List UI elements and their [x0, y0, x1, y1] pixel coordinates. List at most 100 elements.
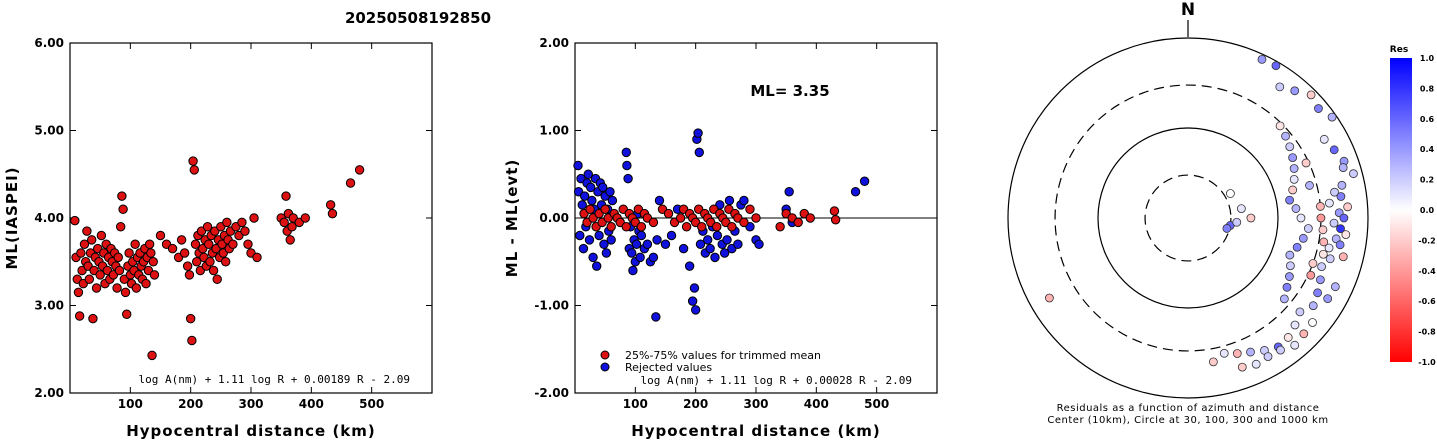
residual-point [1281, 131, 1290, 141]
plot0-point [208, 265, 219, 276]
plot2-x-label: Hypocentral distance (km) [631, 422, 881, 440]
plot0-point [354, 165, 365, 175]
residual-point [1314, 104, 1323, 113]
colorbar-ticks: 1.0 0.8 0.6 0.4 0.2 0.0 -0.2 -0.4 -0.6 -0.8 -1.0 [1418, 54, 1436, 367]
colorbar-tick-label: -0.4 [1418, 267, 1436, 276]
plot0-point [205, 257, 215, 267]
legend-rejected-label: Rejected values [625, 361, 712, 374]
residual-point [1325, 254, 1335, 264]
plot0-point [176, 235, 187, 245]
residual-point [1323, 294, 1333, 304]
plot1-point [675, 213, 686, 223]
plot2-y-label: ML - ML(evt) [503, 159, 521, 277]
azimuth-residual-panel: N Residuals as a function of azimuth and… [1007, 0, 1369, 426]
residual-point [1316, 202, 1325, 211]
distance-rings [1007, 37, 1369, 399]
residual-point [1298, 233, 1308, 243]
residual-point [1289, 174, 1299, 184]
plot0-y-tick-label: 5.00 [34, 124, 64, 138]
residual-point [1296, 213, 1306, 223]
plot0-point [155, 230, 166, 241]
plot1-point [694, 147, 704, 158]
plot1-point [583, 169, 593, 179]
plot1-x-tick-label: 500 [864, 397, 889, 411]
plot0-point [243, 239, 253, 249]
plot0-x-tick-label: 300 [238, 397, 263, 411]
plot0-point [228, 239, 238, 249]
residual-point [1313, 288, 1322, 298]
plot0-point [149, 270, 160, 280]
plot0-point [144, 239, 155, 249]
residual-point [1335, 240, 1345, 250]
plot1-ticks: 100 200 300 400 500 2.00 3.00 4.00 5.00 6.00 [34, 36, 432, 411]
plot0-y-tick-label: 2.00 [34, 386, 64, 400]
plot1-point [693, 128, 703, 138]
residual-point [1305, 181, 1314, 190]
plot1-point [607, 195, 618, 206]
plot1-point [712, 230, 723, 241]
plot0-point [114, 265, 125, 276]
plot1-y-label: ML(IASPEI) [3, 166, 21, 269]
plot0-point [70, 215, 80, 226]
plot1-point [599, 239, 609, 249]
residual-point [1285, 250, 1295, 260]
plot1-point [695, 239, 706, 249]
residual-point [1237, 362, 1247, 372]
residual-point [1329, 218, 1339, 228]
plot0-point [327, 208, 338, 219]
plot1-point [775, 222, 785, 232]
plot1-point [705, 243, 715, 254]
plot0-point [252, 252, 262, 263]
colorbar-tick-label: 0.8 [1420, 84, 1435, 93]
plot1-point [703, 235, 713, 245]
plot0-point [95, 270, 105, 280]
colorbar-tick-label: -0.2 [1418, 236, 1436, 245]
plot0-y-tick-label: 4.00 [34, 211, 64, 225]
plot0-point [84, 274, 95, 284]
plot0-point [73, 287, 84, 298]
residual-point [1275, 121, 1285, 131]
plot1-y-tick-label: 2.00 [539, 36, 569, 50]
plot1-point [598, 182, 608, 193]
plot0-point [281, 191, 291, 201]
plot1-point [654, 195, 665, 206]
residual-point [1208, 357, 1218, 367]
plot0-point [87, 235, 97, 245]
residual-point [1282, 282, 1292, 292]
residual-point [1288, 185, 1298, 195]
residual-point [1338, 163, 1348, 172]
polar-subtitle: Center (10km), Circle at 30, 100, 300 an… [1047, 415, 1328, 426]
plot1-point [666, 230, 677, 241]
plot1-point [578, 243, 589, 254]
plot1-point [660, 239, 671, 249]
residual-point [1232, 349, 1242, 358]
plot1-point [594, 230, 604, 241]
colorbar-tick-label: 1.0 [1420, 54, 1435, 63]
residual-point [1251, 359, 1261, 369]
residual-point [1290, 320, 1300, 330]
plot1-point [622, 160, 632, 171]
plot1-point [684, 261, 695, 271]
polar-title: Residuals as a function of azimuth and d… [1057, 403, 1320, 414]
plot1-y-tick-label: -1.00 [534, 299, 569, 313]
plot0-point [240, 226, 250, 236]
plot0-point [122, 309, 132, 319]
plot0-point [184, 270, 195, 280]
plot0-point [182, 261, 193, 271]
colorbar-gradient [1390, 58, 1412, 362]
plot0-point [325, 200, 336, 210]
plot0-point [212, 274, 222, 284]
plot1-point [621, 222, 631, 232]
plot0-point [117, 191, 127, 201]
residual-point [1291, 204, 1301, 213]
plot1-formula: log A(nm) + 1.11 log R + 0.00189 R - 2.0… [138, 373, 410, 386]
plot0-point [147, 350, 157, 361]
plot1-point [577, 200, 587, 210]
residual-point [1325, 198, 1334, 208]
residual-point [1306, 90, 1316, 100]
plot0-point [146, 248, 156, 258]
plot0-y-tick-label: 6.00 [34, 36, 64, 50]
plot1-point [648, 252, 659, 263]
plot1-point [584, 235, 595, 245]
plot0-point [91, 283, 102, 293]
